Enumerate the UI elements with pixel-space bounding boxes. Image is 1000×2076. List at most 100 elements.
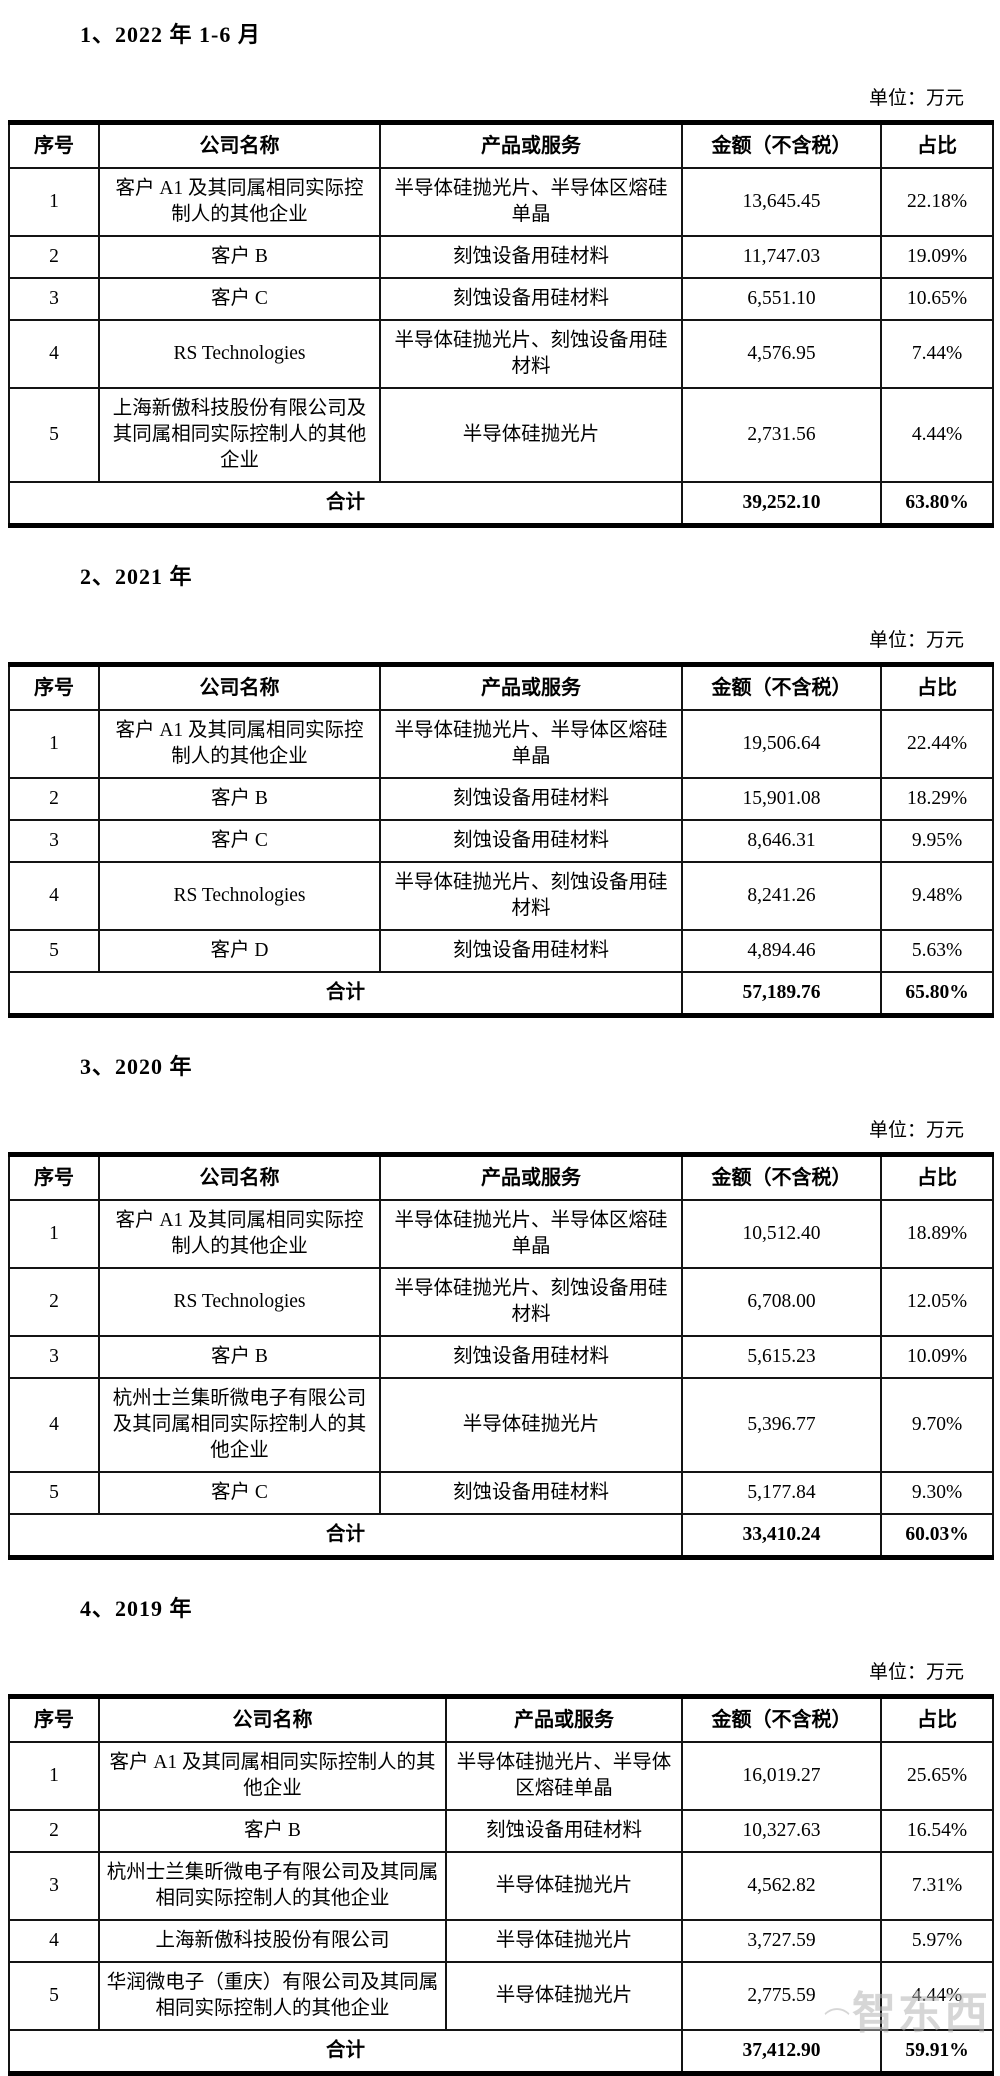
col-header-amount: 金额（不含税） xyxy=(681,121,882,169)
table-row: 5 华润微电子（重庆）有限公司及其同属相同实际控制人的其他企业 半导体硅抛光片 2,7… xyxy=(8,1961,994,2031)
cell-product: 半导体硅抛光片 xyxy=(445,1961,683,2031)
cell-share: 10.65% xyxy=(880,277,994,321)
table-row: 2 客户 B 刻蚀设备用硅材料 10,327.63 16.54% xyxy=(8,1809,994,1853)
cell-index: 4 xyxy=(8,1919,100,1963)
col-header-product: 产品或服务 xyxy=(445,1695,683,1743)
section-heading: 3、2020 年 xyxy=(80,1054,193,1079)
top-customers-table: 序号 公司名称 产品或服务 金额（不含税） 占比 1 客户 A1 及其同属相同实际控制人的其… xyxy=(8,1152,994,1560)
table-row: 1 客户 A1 及其同属相同实际控制人的其他企业 半导体硅抛光片、半导体区熔硅单晶 1… xyxy=(8,1199,994,1269)
col-header-index: 序号 xyxy=(8,1153,100,1201)
table-row: 4 上海新傲科技股份有限公司 半导体硅抛光片 3,727.59 5.97% xyxy=(8,1919,994,1963)
section-heading: 1、2022 年 1-6 月 xyxy=(80,22,261,47)
cell-amount: 15,901.08 xyxy=(681,777,882,821)
cell-amount: 2,775.59 xyxy=(681,1961,882,2031)
cell-company: 客户 C xyxy=(98,277,381,321)
cell-product: 刻蚀设备用硅材料 xyxy=(379,819,683,863)
cell-amount: 6,551.10 xyxy=(681,277,882,321)
cell-index: 3 xyxy=(8,819,100,863)
col-header-index: 序号 xyxy=(8,121,100,169)
cell-product: 半导体硅抛光片 xyxy=(445,1851,683,1921)
total-amount-cell: 33,410.24 xyxy=(681,1513,882,1559)
section-heading: 2、2021 年 xyxy=(80,564,193,589)
cell-company: 客户 D xyxy=(98,929,381,973)
col-header-index: 序号 xyxy=(8,1695,100,1743)
cell-amount: 11,747.03 xyxy=(681,235,882,279)
cell-product: 刻蚀设备用硅材料 xyxy=(379,235,683,279)
table-body: 1 客户 A1 及其同属相同实际控制人的其他企业 半导体硅抛光片、半导体区熔硅单晶 1… xyxy=(8,1199,994,1559)
cell-product: 半导体硅抛光片、刻蚀设备用硅材料 xyxy=(379,1267,683,1337)
cell-company: 客户 A1 及其同属相同实际控制人的其他企业 xyxy=(98,1199,381,1269)
total-label-cell: 合计 xyxy=(8,971,683,1017)
cell-index: 5 xyxy=(8,387,100,483)
cell-share: 5.97% xyxy=(880,1919,994,1963)
table-row: 2 客户 B 刻蚀设备用硅材料 15,901.08 18.29% xyxy=(8,777,994,821)
cell-product: 半导体硅抛光片、半导体区熔硅单晶 xyxy=(379,709,683,779)
cell-amount: 16,019.27 xyxy=(681,1741,882,1811)
cell-amount: 6,708.00 xyxy=(681,1267,882,1337)
top-customers-table: 序号 公司名称 产品或服务 金额（不含税） 占比 1 客户 A1 及其同属相同实际控制人的其… xyxy=(8,1694,994,2076)
table-row: 2 客户 B 刻蚀设备用硅材料 11,747.03 19.09% xyxy=(8,235,994,279)
total-amount-cell: 57,189.76 xyxy=(681,971,882,1017)
cell-share: 10.09% xyxy=(880,1335,994,1379)
cell-product: 刻蚀设备用硅材料 xyxy=(379,777,683,821)
cell-share: 22.44% xyxy=(880,709,994,779)
total-row: 合计 33,410.24 60.03% xyxy=(8,1513,994,1559)
col-header-company: 公司名称 xyxy=(98,121,381,169)
cell-company: 客户 A1 及其同属相同实际控制人的其他企业 xyxy=(98,1741,447,1811)
table-row: 1 客户 A1 及其同属相同实际控制人的其他企业 半导体硅抛光片、半导体区熔硅单晶 1… xyxy=(8,1741,994,1811)
col-header-company: 公司名称 xyxy=(98,663,381,711)
cell-product: 刻蚀设备用硅材料 xyxy=(379,1335,683,1379)
cell-amount: 19,506.64 xyxy=(681,709,882,779)
cell-company: 华润微电子（重庆）有限公司及其同属相同实际控制人的其他企业 xyxy=(98,1961,447,2031)
cell-amount: 5,396.77 xyxy=(681,1377,882,1473)
cell-index: 1 xyxy=(8,167,100,237)
cell-index: 2 xyxy=(8,1809,100,1853)
col-header-amount: 金额（不含税） xyxy=(681,663,882,711)
cell-index: 5 xyxy=(8,929,100,973)
table-body: 1 客户 A1 及其同属相同实际控制人的其他企业 半导体硅抛光片、半导体区熔硅单晶 1… xyxy=(8,709,994,1017)
cell-company: 上海新傲科技股份有限公司及其同属相同实际控制人的其他企业 xyxy=(98,387,381,483)
cell-index: 5 xyxy=(8,1961,100,2031)
unit-label: 单位：万元 xyxy=(868,1662,964,1683)
cell-company: 客户 B xyxy=(98,777,381,821)
cell-index: 2 xyxy=(8,235,100,279)
table-row: 3 客户 B 刻蚀设备用硅材料 5,615.23 10.09% xyxy=(8,1335,994,1379)
table-row: 5 客户 D 刻蚀设备用硅材料 4,894.46 5.63% xyxy=(8,929,994,973)
cell-amount: 8,646.31 xyxy=(681,819,882,863)
table-row: 2 RS Technologies 半导体硅抛光片、刻蚀设备用硅材料 6,708.00… xyxy=(8,1267,994,1337)
total-share-cell: 65.80% xyxy=(880,971,994,1017)
table-head: 序号 公司名称 产品或服务 金额（不含税） 占比 xyxy=(8,121,994,169)
table-header-row: 序号 公司名称 产品或服务 金额（不含税） 占比 xyxy=(8,1695,994,1743)
cell-product: 半导体硅抛光片 xyxy=(379,387,683,483)
table-row: 4 杭州士兰集昕微电子有限公司及其同属相同实际控制人的其他企业 半导体硅抛光片 5,3… xyxy=(8,1377,994,1473)
table-body: 1 客户 A1 及其同属相同实际控制人的其他企业 半导体硅抛光片、半导体区熔硅单晶 1… xyxy=(8,1741,994,2075)
cell-share: 7.31% xyxy=(880,1851,994,1921)
section-3: 3、2020 年单位：万元 序号 公司名称 产品或服务 金额（不含税） 占比 1 客户 A1 … xyxy=(8,1052,994,1560)
cell-company: 客户 C xyxy=(98,1471,381,1515)
cell-product: 半导体硅抛光片、刻蚀设备用硅材料 xyxy=(379,861,683,931)
unit-label: 单位：万元 xyxy=(868,88,964,109)
table-head: 序号 公司名称 产品或服务 金额（不含税） 占比 xyxy=(8,1153,994,1201)
cell-company: 客户 C xyxy=(98,819,381,863)
cell-share: 18.89% xyxy=(880,1199,994,1269)
cell-product: 半导体硅抛光片 xyxy=(445,1919,683,1963)
cell-product: 半导体硅抛光片、半导体区熔硅单晶 xyxy=(445,1741,683,1811)
cell-share: 12.05% xyxy=(880,1267,994,1337)
col-header-share: 占比 xyxy=(880,663,994,711)
total-label-cell: 合计 xyxy=(8,481,683,527)
col-header-share: 占比 xyxy=(880,1153,994,1201)
cell-share: 9.95% xyxy=(880,819,994,863)
total-share-cell: 60.03% xyxy=(880,1513,994,1559)
cell-amount: 10,327.63 xyxy=(681,1809,882,1853)
cell-product: 刻蚀设备用硅材料 xyxy=(379,929,683,973)
cell-amount: 5,615.23 xyxy=(681,1335,882,1379)
unit-label: 单位：万元 xyxy=(868,630,964,651)
cell-index: 3 xyxy=(8,277,100,321)
table-header-row: 序号 公司名称 产品或服务 金额（不含税） 占比 xyxy=(8,121,994,169)
cell-index: 2 xyxy=(8,777,100,821)
total-share-cell: 63.80% xyxy=(880,481,994,527)
cell-share: 25.65% xyxy=(880,1741,994,1811)
section-4: 4、2019 年单位：万元 序号 公司名称 产品或服务 金额（不含税） 占比 1 客户 A1 … xyxy=(8,1594,994,2076)
cell-product: 刻蚀设备用硅材料 xyxy=(445,1809,683,1853)
cell-index: 1 xyxy=(8,1741,100,1811)
